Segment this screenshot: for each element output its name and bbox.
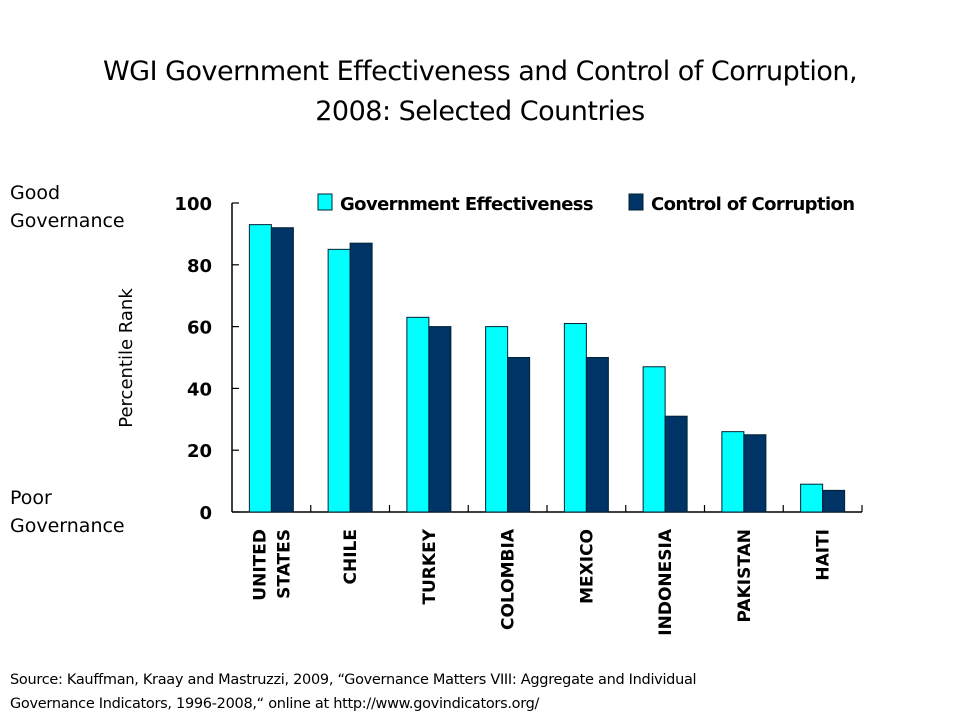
good-governance-line-2: Governance [10,210,125,232]
bar-group [248,224,294,513]
poor-governance-line-1: Poor [10,487,52,509]
bar-government-effectiveness [248,224,272,513]
x-tick-label-line: COLOMBIA [499,528,519,630]
legend-swatch [628,193,644,211]
x-tick-label: MEXICO [577,529,597,604]
y-axis-label: Percentile Rank [116,288,137,428]
x-tick-label: TURKEY [420,528,440,604]
legend-label: Control of Corruption [651,194,855,215]
x-tick-label-line: PAKISTAN [735,529,755,622]
poor-governance-line-2: Governance [10,515,125,537]
bar-group [485,326,531,513]
chart-title: WGI Government Effectiveness and Control… [0,52,960,132]
bar-control-of-corruption [349,242,373,513]
bar-group [563,323,609,513]
bar-group [406,316,452,513]
legend-item: Control of Corruption [628,193,855,215]
y-tick-label: 0 [199,503,212,524]
bar-control-of-corruption [822,489,846,513]
bar-government-effectiveness [642,366,666,513]
bar-government-effectiveness [800,483,824,513]
legend-swatch [317,193,333,211]
legend-item: Government Effectiveness [317,193,594,215]
chart-title-line-2: 2008: Selected Countries [315,96,645,127]
x-tick-label: PAKISTAN [735,529,755,622]
x-tick-label-line: UNITED [250,529,270,601]
legend-label: Government Effectiveness [340,194,593,215]
source-line-1: Source: Kauffman, Kraay and Mastruzzi, 2… [10,672,697,688]
y-tick-label: 100 [174,194,212,215]
bar-group [800,483,846,513]
bar-government-effectiveness [485,326,509,513]
good-governance-line-1: Good [10,182,61,204]
bars [248,224,846,513]
x-tick-label-line: MEXICO [577,529,597,604]
bar-government-effectiveness [406,316,430,513]
x-tick-label: UNITED STATES [250,529,294,601]
bar-control-of-corruption [743,434,767,513]
source-line-2: Governance Indicators, 1996-2008,“ onlin… [10,696,540,712]
x-tick-label-line: STATES [274,529,294,599]
bar-government-effectiveness [327,248,351,513]
good-governance-label: Good Governance [10,179,125,235]
y-tick-label: 40 [187,379,212,400]
bar-control-of-corruption [270,227,294,513]
y-tick-label: 20 [187,441,212,462]
x-tick-label: CHILE [341,529,361,584]
bar-group [721,431,767,513]
bar-control-of-corruption [664,415,688,513]
source-note: Source: Kauffman, Kraay and Mastruzzi, 2… [10,668,697,716]
x-axis-labels: UNITED STATES CHILE TURKEY COLOMBIA MEXICO IND… [250,528,833,636]
x-tick-label-line: CHILE [341,529,361,584]
legend: Government Effectiveness Control of Corru… [317,193,855,215]
x-tick-label: HAITI [814,529,834,581]
x-tick-label: INDONESIA [656,528,676,636]
bar-government-effectiveness [721,431,745,513]
bar-government-effectiveness [563,323,587,513]
x-tick-label-line: INDONESIA [656,528,676,636]
poor-governance-label: Poor Governance [10,484,125,540]
x-tick-label: COLOMBIA [499,528,519,630]
bar-control-of-corruption [507,357,531,513]
y-tick-label: 60 [187,318,212,339]
bar-control-of-corruption [585,357,609,513]
bar-control-of-corruption [428,326,452,513]
x-tick-label-line: TURKEY [420,528,440,604]
bar-group [327,242,373,513]
chart-title-line-1: WGI Government Effectiveness and Control… [102,56,858,87]
bar-group [642,366,688,513]
x-tick-label-line: HAITI [814,529,834,581]
y-tick-label: 80 [187,256,212,277]
